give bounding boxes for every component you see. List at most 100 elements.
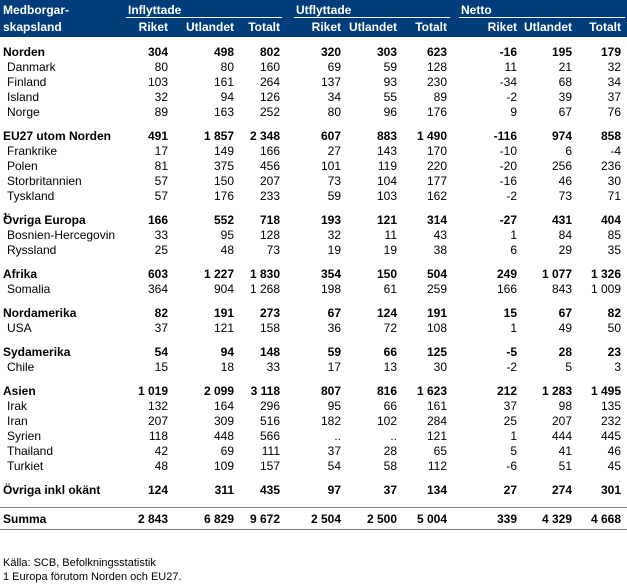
cell-value: 1	[510, 321, 517, 335]
row-label: Övriga Europa 1	[3, 213, 86, 228]
cell-value: 883	[376, 129, 397, 143]
cell-value: 974	[551, 129, 572, 143]
cell-value: 29	[558, 243, 572, 257]
cell-value: 121	[376, 213, 397, 227]
cell-value: ..	[390, 429, 397, 443]
row-label-text: Chile	[7, 360, 35, 374]
cell-value: 170	[426, 144, 447, 158]
cell-value: 1 077	[541, 267, 572, 281]
table-row: Asien 1 019 2 099 3 118 807 816 1 623 212 1 283 1…	[0, 384, 627, 399]
cell-value: 9	[510, 105, 517, 119]
migration-table: Medborgar- skapsland Inflyttade Utflytta…	[0, 0, 627, 530]
cell-value: 25	[503, 414, 517, 428]
header-col: Riket	[138, 20, 168, 34]
cell-value: 45	[607, 459, 621, 473]
cell-value: 314	[426, 213, 447, 227]
cell-value: 904	[213, 282, 234, 296]
cell-value: 158	[259, 321, 280, 335]
table-body: Norden 304 498 802 320 303 623 -16 195 179 Danmark…	[0, 37, 627, 530]
cell-value: -116	[493, 129, 517, 143]
table-row: Somalia 364 904 1 268 198 61 259 166 843 1 009	[0, 282, 627, 297]
cell-value: 69	[327, 60, 341, 74]
cell-value: 46	[607, 444, 621, 458]
cell-value: 5	[510, 444, 517, 458]
cell-value: 132	[147, 399, 168, 413]
header-col: Totalt	[248, 20, 280, 34]
cell-value: 135	[600, 399, 621, 413]
cell-value: 59	[327, 189, 341, 203]
cell-value: 1 623	[416, 384, 447, 398]
cell-value: 195	[551, 45, 572, 59]
table-row: Tyskland 57 176 233 59 103 162 -2 73 71	[0, 189, 627, 204]
cell-value: 13	[383, 360, 397, 374]
cell-value: 128	[259, 228, 280, 242]
cell-value: 1 490	[416, 129, 447, 143]
cell-value: 623	[426, 45, 447, 59]
cell-value: 124	[147, 483, 168, 497]
cell-value: 67	[558, 306, 572, 320]
cell-value: 301	[600, 483, 621, 497]
cell-value: 498	[213, 45, 234, 59]
table-row: Storbritannien 57 150 207 73 104 177 -16 46 30	[0, 174, 627, 189]
cell-value: 73	[266, 243, 280, 257]
table-row: Thailand 42 69 111 37 28 65 5 41 46	[0, 444, 627, 459]
table-row: Danmark 80 80 160 69 59 128 11 21 32	[0, 60, 627, 75]
table-row: Frankrike 17 149 166 27 143 170 -10 6 -4	[0, 144, 627, 159]
cell-value: 435	[259, 483, 280, 497]
cell-value: 95	[220, 228, 234, 242]
cell-value: 6	[565, 144, 572, 158]
row-label-text: Polen	[7, 159, 38, 173]
cell-value: -16	[499, 45, 517, 59]
cell-value: 18	[220, 360, 234, 374]
cell-value: -2	[506, 189, 517, 203]
table-row: Ryssland 25 48 73 19 19 38 6 29 35	[0, 243, 627, 258]
cell-value: 19	[327, 243, 341, 257]
header-rule-utflyttade	[294, 17, 450, 18]
cell-value: 1 857	[203, 129, 234, 143]
cell-value: 296	[259, 399, 280, 413]
row-label-text: Island	[7, 90, 40, 104]
cell-value: 134	[426, 483, 447, 497]
header-col: Utlandet	[524, 20, 572, 34]
cell-value: 176	[213, 189, 234, 203]
header-col: Riket	[487, 20, 517, 34]
cell-value: 55	[383, 90, 397, 104]
cell-value: 57	[154, 189, 168, 203]
cell-value: 233	[259, 189, 280, 203]
cell-value: 207	[551, 414, 572, 428]
cell-value: 80	[220, 60, 234, 74]
cell-value: 103	[376, 189, 397, 203]
cell-value: 1	[510, 429, 517, 443]
cell-value: 161	[213, 75, 234, 89]
cell-value: 118	[148, 429, 168, 443]
row-label-text: Sydamerika	[3, 345, 71, 359]
cell-value: 17	[327, 360, 341, 374]
table-row: Övriga Europa 1 166 552 718 193 121 314 -27 431 40…	[0, 213, 627, 228]
table-row: Turkiet 48 109 157 54 58 112 -6 51 45	[0, 459, 627, 474]
cell-value: 1 830	[249, 267, 280, 281]
cell-value: 50	[607, 321, 621, 335]
row-label-text: Norge	[7, 105, 40, 119]
cell-value: 11	[504, 60, 517, 74]
cell-value: 5	[565, 360, 572, 374]
cell-value: 491	[147, 129, 168, 143]
cell-value: 37	[503, 399, 517, 413]
cell-value: 1 495	[590, 384, 621, 398]
cell-value: 1 227	[203, 267, 234, 281]
header-col: Totalt	[589, 20, 621, 34]
cell-value: ..	[334, 429, 341, 443]
cell-value: 42	[154, 444, 168, 458]
cell-value: 28	[383, 444, 397, 458]
cell-value: -34	[499, 75, 517, 89]
cell-value: 445	[600, 429, 621, 443]
cell-value: 121	[213, 321, 234, 335]
cell-value: 166	[496, 282, 517, 296]
cell-value: 1 326	[590, 267, 621, 281]
cell-value: 17	[154, 144, 168, 158]
row-label-text: Ryssland	[7, 243, 57, 257]
cell-value: 37	[383, 483, 397, 497]
cell-value: 58	[383, 459, 397, 473]
cell-value: 274	[551, 483, 572, 497]
cell-value: 448	[213, 429, 234, 443]
cell-value: 72	[383, 321, 397, 335]
